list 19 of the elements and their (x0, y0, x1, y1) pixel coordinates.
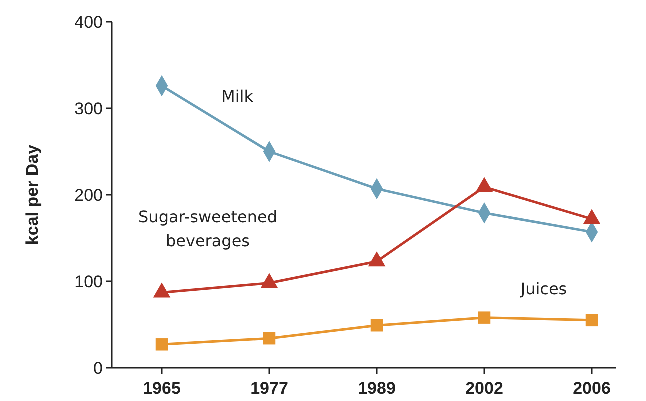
y-tick-label: 0 (94, 358, 103, 378)
y-axis-title: kcal per Day (23, 144, 42, 246)
y-tick-label: 100 (74, 272, 103, 292)
series-label: Sugar-sweetened beverages (138, 208, 278, 251)
point (263, 332, 276, 345)
x-tick-label: 2002 (466, 379, 504, 398)
point (156, 338, 168, 351)
x-tick-label: 2006 (573, 379, 611, 398)
x-tick-label: 1989 (358, 379, 396, 398)
x-tick-label: 1965 (143, 379, 181, 398)
series-label: Juices (520, 279, 568, 298)
y-tick-label: 400 (74, 12, 103, 32)
point (586, 314, 598, 327)
series-label: Milk (222, 86, 254, 106)
point (370, 319, 384, 332)
y-tick-label: 300 (74, 99, 103, 118)
x-tick-label: 1977 (250, 379, 288, 398)
y-tick-label: 200 (74, 186, 103, 205)
point (478, 312, 491, 324)
